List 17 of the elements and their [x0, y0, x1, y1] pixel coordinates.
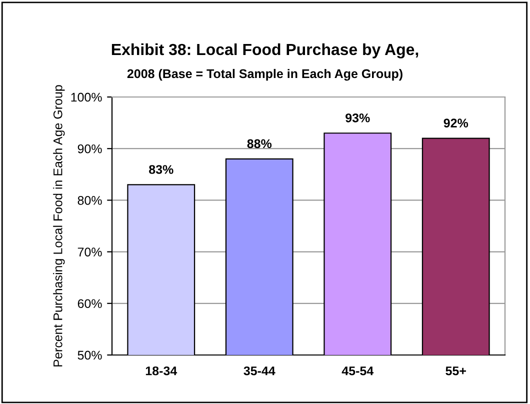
x-tick-label: 55+	[446, 366, 466, 376]
y-tick-label: 70%	[78, 248, 102, 256]
data-label: 92%	[444, 118, 468, 128]
chart-subtitle: 2008 (Base = Total Sample in Each Age Group)	[127, 68, 402, 81]
y-tick-label: 90%	[78, 144, 102, 154]
y-tick-label: 60%	[78, 299, 102, 308]
data-label: 88%	[247, 139, 272, 148]
chart-title: Exhibit 38: Local Food Purchase by Age,	[112, 43, 418, 58]
y-tick-label: 100%	[71, 92, 102, 102]
x-tick-label: 45-54	[342, 366, 374, 376]
x-tick-label: 35-44	[244, 366, 276, 376]
y-tick-label: 50%	[78, 350, 102, 360]
x-tick-label: 18-34	[146, 366, 178, 376]
y-axis-title: Percent Purchasing Local Food in Each Age Group	[53, 85, 65, 366]
y-tick-label: 80%	[78, 196, 102, 205]
data-label: 93%	[346, 113, 370, 122]
data-label: 83%	[149, 165, 174, 174]
